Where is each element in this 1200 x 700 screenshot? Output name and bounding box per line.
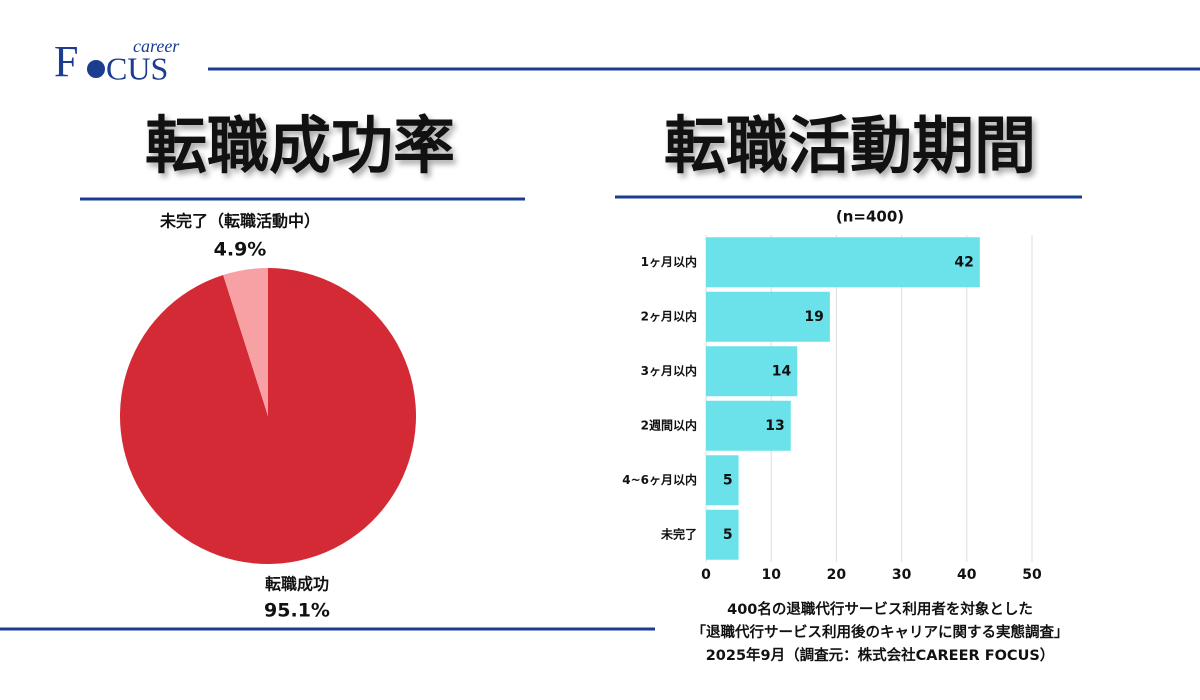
chart-title: 転職活動期間: [664, 109, 1036, 182]
logo-dot: [87, 60, 105, 78]
x-tick-label: 50: [1022, 567, 1042, 583]
chart-subtitle: (n=400): [836, 208, 904, 226]
y-tick-label: 4~6ヶ月以内: [622, 472, 697, 487]
bar: [706, 400, 791, 451]
slice-label: 転職成功: [265, 575, 329, 594]
bar: [706, 291, 830, 342]
y-tick-label: 未完了: [660, 526, 697, 541]
x-tick-label: 0: [701, 567, 711, 583]
bar-value: 5: [723, 472, 733, 488]
bar-value: 5: [723, 527, 733, 543]
x-tick-label: 20: [827, 567, 847, 583]
footer-line: 2025年9月（調査元：株式会社CAREER FOCUS）: [706, 646, 1055, 664]
bar: [706, 455, 739, 506]
slice-value: 95.1%: [264, 600, 330, 622]
bar-value: 42: [954, 254, 973, 270]
footer-line: 400名の退職代行サービス利用者を対象とした: [727, 600, 1033, 618]
bar-value: 13: [765, 418, 784, 434]
bar: [706, 509, 739, 560]
slice-value: 4.9%: [214, 239, 267, 261]
logo-left: F: [54, 37, 78, 86]
logo-right: CUS: [106, 50, 168, 86]
y-tick-label: 2週間以内: [641, 417, 697, 432]
x-tick-label: 40: [957, 567, 977, 583]
y-tick-label: 2ヶ月以内: [641, 308, 697, 323]
x-tick-label: 30: [892, 567, 912, 583]
pie-slice: [120, 268, 417, 565]
bar: [706, 237, 980, 288]
bar-value: 19: [804, 309, 823, 325]
pie-slice: [223, 268, 268, 416]
bar: [706, 346, 798, 397]
y-tick-label: 3ヶ月以内: [641, 363, 697, 378]
x-tick-label: 10: [761, 567, 781, 583]
slice-label: 未完了（転職活動中）: [159, 212, 320, 231]
footer-line: 「退職代行サービス利用後のキャリアに関する実態調査」: [692, 623, 1069, 641]
logo-sub: career: [133, 36, 180, 56]
y-tick-label: 1ヶ月以内: [641, 254, 697, 269]
bar-value: 14: [772, 363, 792, 379]
chart-title: 転職成功率: [145, 109, 455, 182]
